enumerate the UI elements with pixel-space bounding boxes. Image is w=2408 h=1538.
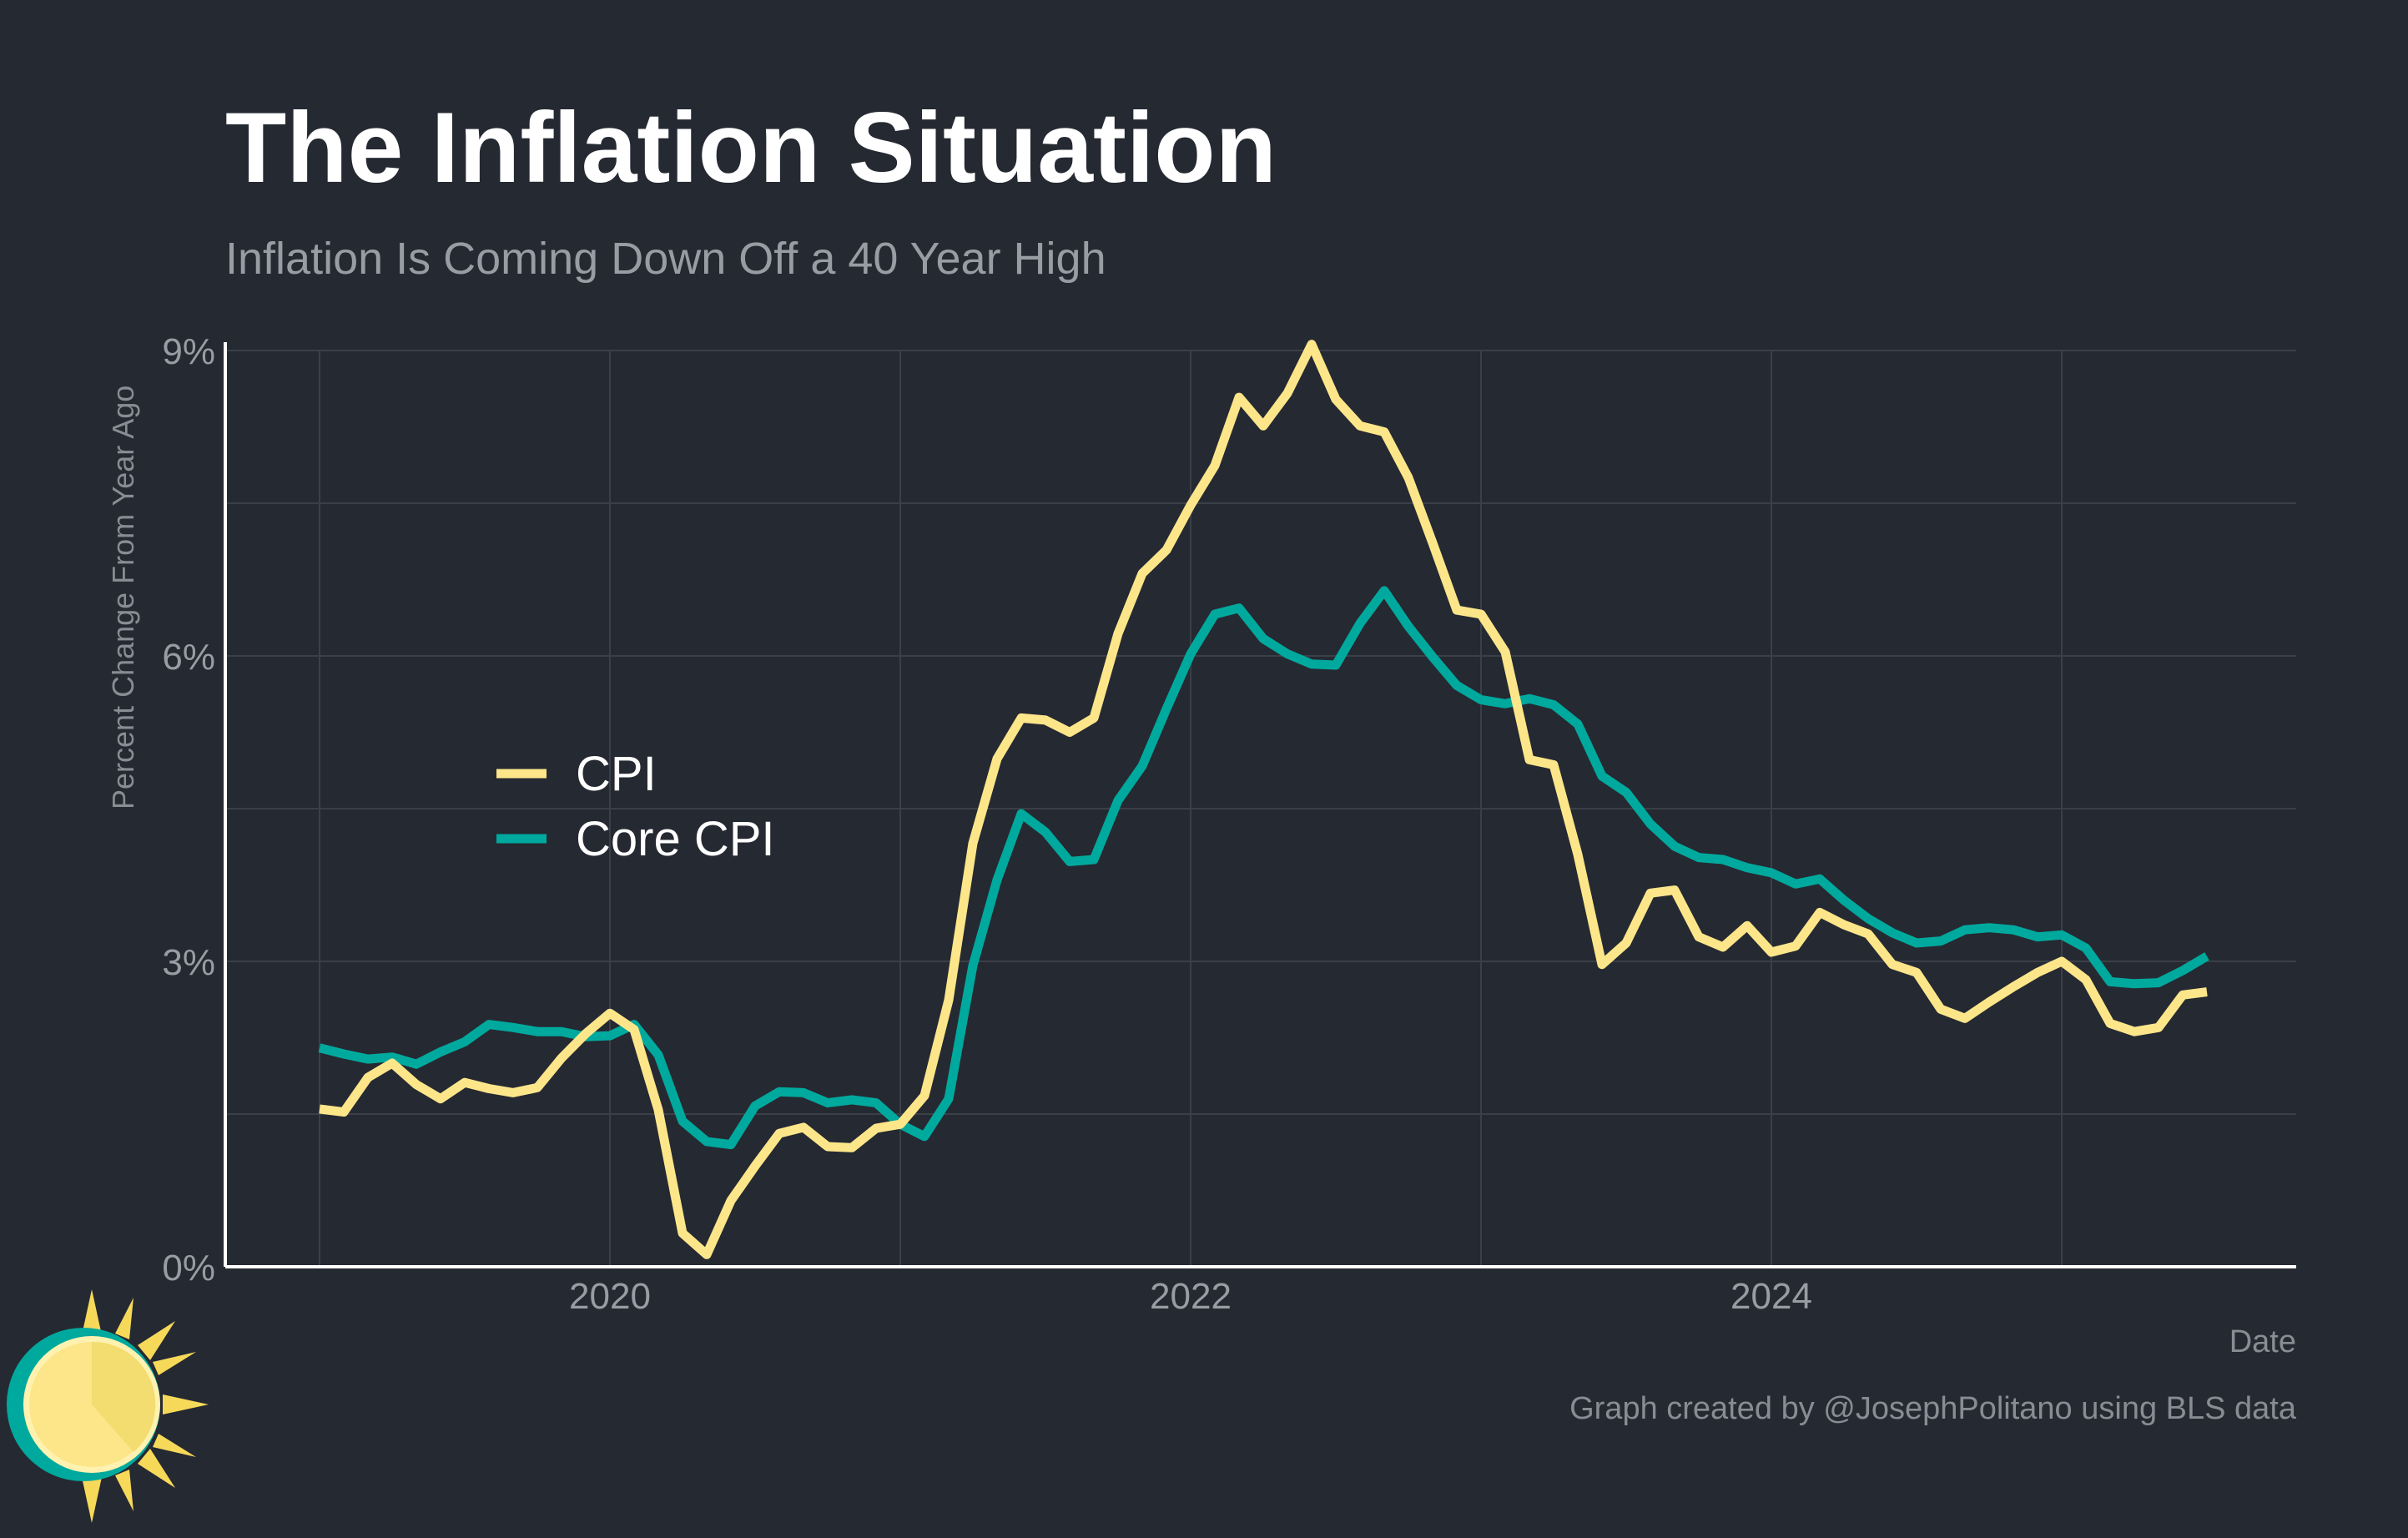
y-tick-label: 0% bbox=[162, 1248, 215, 1288]
sun-logo-icon bbox=[7, 1289, 209, 1523]
x-tick-label: 2022 bbox=[1150, 1276, 1232, 1317]
caption: Graph created by @JosephPolitano using B… bbox=[1569, 1391, 2297, 1426]
y-tick-label: 9% bbox=[162, 331, 215, 372]
legend: CPI Core CPI bbox=[496, 747, 775, 866]
y-tick-label: 3% bbox=[162, 942, 215, 983]
y-tick-label: 6% bbox=[162, 637, 215, 678]
series-line-cpi bbox=[319, 340, 2208, 1259]
series-line-core-cpi bbox=[318, 586, 2209, 1150]
x-tick-label: 2024 bbox=[1730, 1276, 1812, 1317]
legend-label: Core CPI bbox=[576, 812, 775, 866]
x-tick-label: 2020 bbox=[569, 1276, 651, 1317]
y-axis-label: Percent Change From Year Ago bbox=[106, 386, 140, 809]
chart-title: The Inflation Situation bbox=[225, 92, 1277, 204]
legend-label: CPI bbox=[576, 747, 657, 801]
chart-subtitle: Inflation Is Coming Down Off a 40 Year H… bbox=[225, 234, 1106, 284]
x-axis-label: Date bbox=[2229, 1324, 2296, 1359]
